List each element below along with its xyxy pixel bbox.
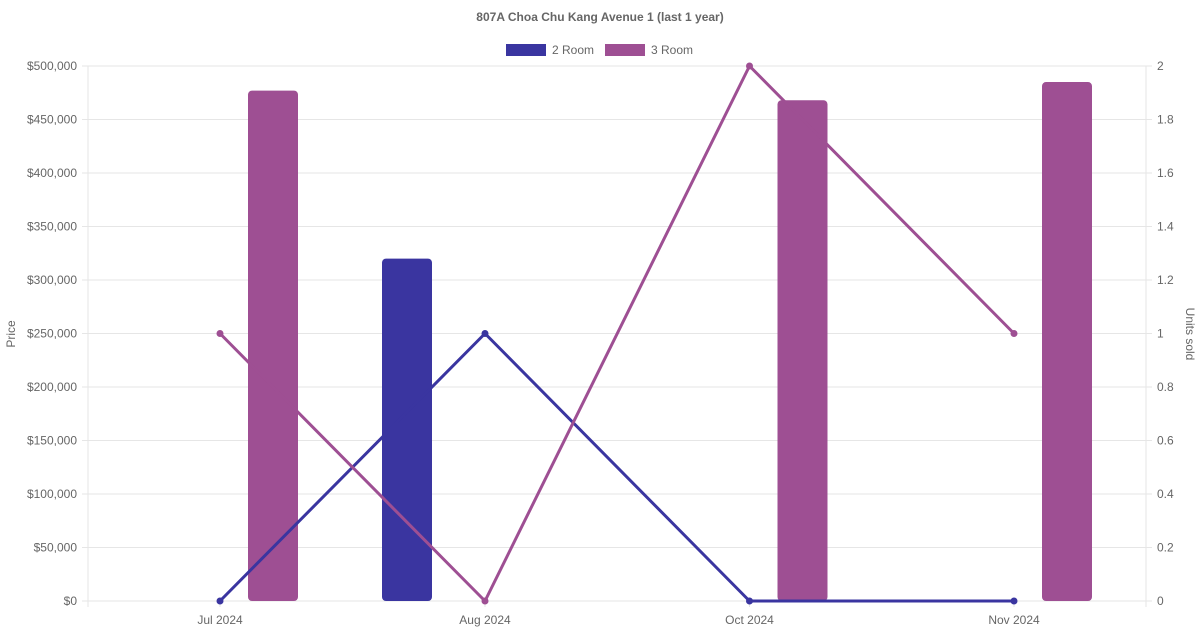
- legend[interactable]: 2 Room 3 Room: [506, 43, 693, 57]
- left-tick-label: $400,000: [27, 166, 77, 180]
- right-tick-label: 0.4: [1157, 487, 1174, 501]
- x-axis-ticks: Jul 2024 Aug 2024 Oct 2024 Nov 2024: [197, 613, 1040, 627]
- right-tick-label: 1.6: [1157, 166, 1174, 180]
- x-tick-label: Aug 2024: [459, 613, 511, 627]
- right-tick-label: 1: [1157, 327, 1164, 341]
- bar-3-room: [1042, 82, 1092, 602]
- left-tick-label: $200,000: [27, 380, 77, 394]
- left-tick-label: $300,000: [27, 273, 77, 287]
- right-tick-label: 0: [1157, 594, 1164, 608]
- right-axis-ticks: 0 0.2 0.4 0.6 0.8 1 1.2 1.4 1.6 1.8 2: [1157, 59, 1174, 608]
- right-tick-label: 1.2: [1157, 273, 1174, 287]
- point-3-room: [746, 62, 753, 70]
- x-tick-label: Oct 2024: [725, 613, 774, 627]
- bar-3-room: [777, 100, 828, 602]
- point-2-room: [481, 330, 489, 337]
- legend-swatch: [506, 44, 546, 56]
- point-2-room: [216, 597, 224, 605]
- left-tick-label: $0: [64, 594, 78, 608]
- x-tick-label: Jul 2024: [197, 613, 243, 627]
- left-tick-label: $450,000: [27, 113, 77, 127]
- right-tick-label: 1.8: [1157, 113, 1174, 127]
- right-tick-label: 0.2: [1157, 541, 1174, 555]
- left-tick-label: $350,000: [27, 220, 77, 234]
- legend-item-3-room[interactable]: 3 Room: [605, 43, 693, 57]
- right-axis-title: Units sold: [1183, 308, 1197, 361]
- left-tick-label: $50,000: [34, 541, 78, 555]
- point-3-room: [1010, 330, 1018, 337]
- left-tick-label: $500,000: [27, 59, 77, 73]
- left-tick-label: $150,000: [27, 434, 77, 448]
- bar-3-room: [248, 90, 298, 602]
- left-axis-title: Price: [4, 320, 18, 348]
- chart-title: 807A Choa Chu Kang Avenue 1 (last 1 year…: [476, 10, 723, 24]
- legend-item-2-room[interactable]: 2 Room: [506, 43, 594, 57]
- right-tick-label: 0.6: [1157, 434, 1174, 448]
- left-axis-ticks: $0 $50,000 $100,000 $150,000 $200,000 $250,00…: [27, 59, 77, 608]
- line-3-room: [218, 64, 1016, 603]
- line-2-room: [218, 332, 1014, 603]
- right-tick-label: 2: [1157, 59, 1164, 73]
- right-tick-label: 0.8: [1157, 380, 1174, 394]
- left-tick-label: $100,000: [27, 487, 77, 501]
- price-bars: [248, 82, 1092, 602]
- point-3-room: [481, 597, 489, 605]
- legend-label: 2 Room: [552, 43, 594, 57]
- legend-label: 3 Room: [651, 43, 693, 57]
- point-2-room: [746, 597, 753, 605]
- left-tick-label: $250,000: [27, 327, 77, 341]
- right-tick-label: 1.4: [1157, 220, 1174, 234]
- x-tick-label: Nov 2024: [988, 613, 1040, 627]
- units-lines: [216, 62, 1018, 605]
- bar-2-room: [382, 258, 432, 601]
- legend-swatch: [605, 44, 645, 56]
- point-3-room: [216, 330, 224, 337]
- point-2-room: [1010, 597, 1018, 605]
